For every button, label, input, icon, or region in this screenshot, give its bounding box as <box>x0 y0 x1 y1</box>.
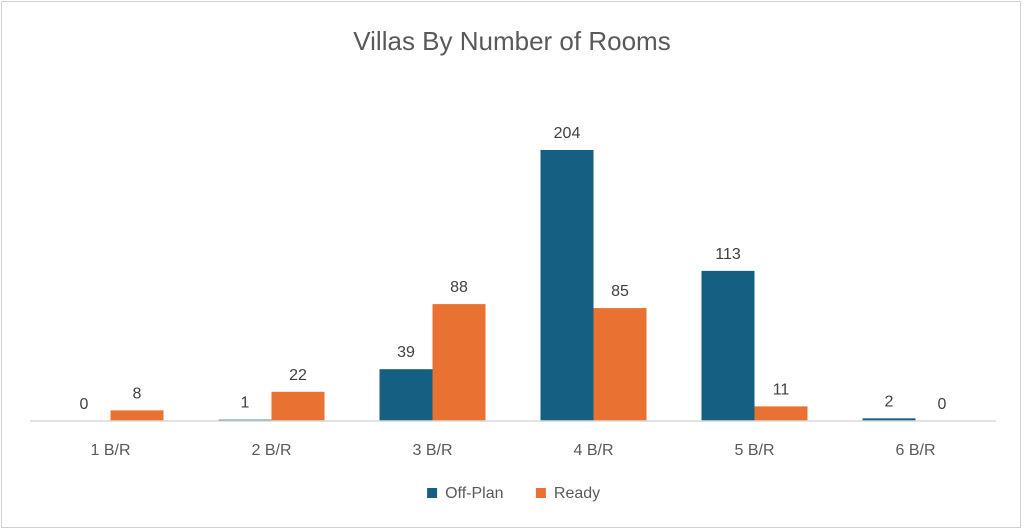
bar-off-plan-3-b-r <box>379 369 433 421</box>
data-label-off-plan-3-b-r: 39 <box>397 344 415 361</box>
x-tick-label: 5 B/R <box>734 442 774 459</box>
bar-ready-4-b-r <box>593 308 647 421</box>
data-label-off-plan-5-b-r: 113 <box>715 246 741 263</box>
data-label-off-plan-1-b-r: 0 <box>80 396 89 413</box>
data-label-off-plan-6-b-r: 2 <box>885 393 894 410</box>
data-label-ready-6-b-r: 0 <box>938 396 947 413</box>
bar-off-plan-4-b-r <box>540 150 594 421</box>
data-label-off-plan-4-b-r: 204 <box>554 125 581 142</box>
bars-layer: 0 8 1 22 39 88 204 85 113 11 2 0 <box>80 125 947 421</box>
x-tick-label: 3 B/R <box>412 442 452 459</box>
x-tick-label: 1 B/R <box>90 442 130 459</box>
legend-swatch-off-plan <box>427 488 438 498</box>
data-label-ready-5-b-r: 11 <box>773 381 790 398</box>
x-tick-label: 6 B/R <box>895 442 935 459</box>
bar-off-plan-5-b-r <box>701 270 755 421</box>
legend-label-off-plan: Off-Plan <box>445 485 503 502</box>
bar-ready-2-b-r <box>271 391 325 421</box>
data-label-ready-4-b-r: 85 <box>611 283 629 300</box>
x-tick-label: 4 B/R <box>573 442 613 459</box>
data-label-ready-2-b-r: 22 <box>289 367 307 384</box>
bar-ready-5-b-r <box>754 406 808 421</box>
data-label-ready-3-b-r: 88 <box>450 279 468 296</box>
data-label-off-plan-2-b-r: 1 <box>241 395 250 412</box>
bar-ready-3-b-r <box>432 304 486 421</box>
chart-title: Villas By Number of Rooms <box>353 26 670 56</box>
x-tick-label: 2 B/R <box>251 442 291 459</box>
data-label-ready-1-b-r: 8 <box>133 385 142 402</box>
legend: Off-Plan Ready <box>427 485 600 502</box>
legend-swatch-ready <box>535 488 546 498</box>
legend-label-ready: Ready <box>554 485 600 502</box>
bar-ready-1-b-r <box>110 410 164 421</box>
bar-off-plan-6-b-r <box>862 418 916 421</box>
x-axis-ticks: 1 B/R 2 B/R 3 B/R 4 B/R 5 B/R 6 B/R <box>90 442 935 459</box>
